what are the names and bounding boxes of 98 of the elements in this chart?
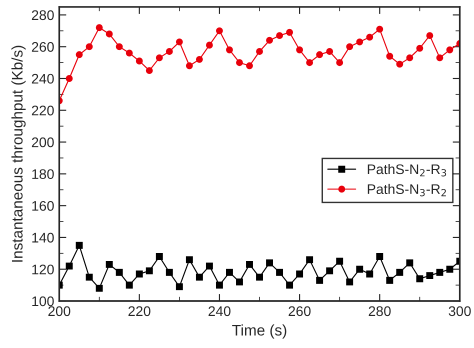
point [176,38,183,46]
point [376,253,384,260]
y-tick-label: 100 [32,296,54,306]
point [446,266,454,273]
legend-label: PathS-N$_{2}$-R$_{3}$ [368,164,446,176]
point [66,262,73,270]
point [296,46,304,54]
point [336,59,344,66]
point [186,62,193,70]
point [206,42,213,49]
y-tick-label: 140 [32,232,54,243]
point [206,262,213,270]
point [276,268,284,276]
point [346,43,354,50]
point [366,34,374,41]
y-tick-label: 260 [32,42,54,52]
point [236,59,243,66]
point [146,67,153,74]
point [406,259,414,266]
point [416,275,424,282]
point [346,278,354,286]
point [446,46,454,54]
point [156,253,163,260]
point [246,62,253,70]
y-tick-label: 200 [32,137,54,148]
point [286,282,294,289]
point [426,32,434,40]
point [116,43,123,50]
point [316,51,324,58]
point [196,274,203,281]
x-tick-label: 220 [128,306,150,316]
point [166,268,173,276]
point [386,276,394,284]
point [326,48,334,55]
point [286,28,294,36]
y-axis-title: Instantaneous throughput (Kb/s) [11,46,26,262]
point [216,282,223,289]
point [326,267,334,274]
point [406,54,414,62]
legend-label: PathS-N$_{3}$-R$_{2}$ [368,184,446,196]
point [106,260,113,268]
point [316,276,324,284]
point [416,44,424,52]
point [436,54,444,62]
point [226,268,233,276]
y-tick-label: 160 [32,200,54,211]
y-tick-label: 240 [32,74,54,84]
x-tick-label: 200 [48,306,70,316]
point [136,270,143,278]
point [236,278,243,286]
point [76,242,83,249]
point [136,58,143,64]
point [226,46,233,54]
point [306,59,314,66]
point [96,284,103,292]
x-axis-title: Time (s) [232,324,286,339]
point [126,282,133,289]
point [216,27,223,34]
x-tick-label: 280 [368,306,391,316]
point [76,51,83,58]
point [126,50,133,57]
point [116,268,123,276]
x-tick-label: 240 [208,306,231,316]
point [156,54,163,62]
point [436,268,444,276]
point [376,26,384,33]
x-tick-label: 260 [288,306,311,316]
point [186,256,193,264]
point [386,52,394,60]
point [296,270,304,278]
point [106,30,113,38]
point [66,75,73,82]
y-tick-label: 220 [32,106,54,116]
point [336,258,344,265]
point [266,36,273,44]
y-tick-label: 280 [32,10,54,20]
point [196,56,203,63]
point [396,60,404,68]
point [256,274,263,281]
point [366,270,374,278]
point [266,259,273,266]
point [176,283,183,290]
y-tick-label: 180 [32,169,54,180]
point [86,274,93,281]
point [86,43,93,50]
point [96,24,103,32]
point [276,32,284,40]
point [256,48,263,55]
point [426,272,434,280]
point [356,38,364,46]
x-tick-label: 300 [448,306,471,316]
point [356,266,364,273]
point [396,268,404,276]
point [246,260,253,268]
point [146,267,153,274]
y-tick-label: 120 [32,264,54,274]
point [166,48,173,55]
point [306,256,314,264]
